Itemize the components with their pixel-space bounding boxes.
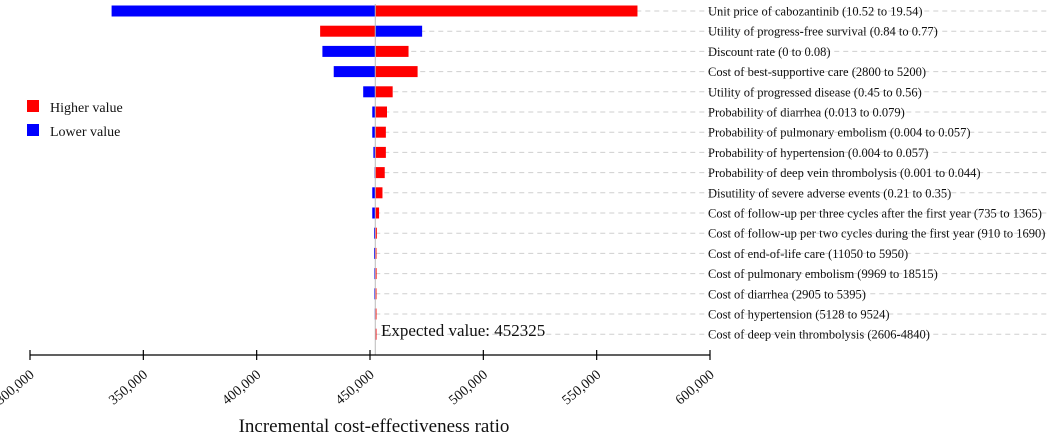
parameter-label: Cost of best-supportive care (2800 to 52… [708,65,926,79]
higher-value-bar [375,45,409,57]
higher-value-bar [375,268,377,280]
x-tick-label: 300,000 [0,368,38,409]
bars [111,5,638,340]
legend-lower-swatch [27,124,39,136]
lower-value-bar [363,86,376,98]
parameter-labels: Unit price of cabozantinib (10.52 to 19.… [708,5,1045,342]
parameter-label: Cost of pulmonary embolism (9969 to 1851… [708,267,938,281]
lower-value-bar [333,66,376,78]
lower-value-bar [375,25,423,37]
higher-value-bar [375,5,638,17]
legend: Higher value Lower value [27,100,123,140]
parameter-label: Unit price of cabozantinib (10.52 to 19.… [708,5,923,19]
higher-value-bar [375,146,386,158]
parameter-label: Cost of end-of-life care (11050 to 5950) [708,247,908,261]
legend-higher-label: Higher value [50,101,123,116]
parameter-label: Cost of follow-up per two cycles during … [708,227,1045,241]
higher-value-bar [375,126,386,138]
lower-value-bar [373,146,376,158]
higher-value-bar [375,187,383,199]
parameter-label: Cost of follow-up per three cycles after… [708,207,1042,221]
x-tick-label: 350,000 [106,368,150,409]
parameter-label: Probability of pulmonary embolism (0.004… [708,126,970,140]
higher-value-bar [375,328,377,340]
parameter-label: Cost of diarrhea (2905 to 5395) [708,287,866,301]
x-tick-label: 450,000 [333,368,377,409]
parameter-label: Cost of hypertension (5128 to 9524) [708,308,890,322]
lower-value-bar [372,187,376,199]
x-tick-label: 550,000 [560,368,604,409]
higher-value-bar [375,167,385,179]
lower-value-bar [372,106,376,118]
x-tick-label: 500,000 [446,368,490,409]
higher-value-bar [375,227,377,239]
lower-value-bar [372,207,376,219]
x-tick-label: 400,000 [220,368,264,409]
gridlines [375,10,1047,335]
higher-value-bar [375,106,387,118]
higher-value-bar [375,288,377,300]
parameter-label: Cost of deep vein thrombolysis (2606-484… [708,328,930,342]
higher-value-bar [375,247,377,259]
higher-value-bar [375,66,418,78]
higher-value-bar [375,207,380,219]
lower-value-bar [322,45,376,57]
x-axis-title: Incremental cost-effectiveness ratio [239,416,510,437]
legend-lower-label: Lower value [50,125,120,140]
parameter-label: Utility of progress-free survival (0.84 … [708,25,938,39]
higher-value-bar [375,308,377,320]
parameter-label: Probability of diarrhea (0.013 to 0.079) [708,106,905,120]
lower-value-bar [374,247,376,259]
parameter-label: Disutility of severe adverse events (0.2… [708,186,951,200]
higher-value-bar [320,25,376,37]
higher-value-bar [375,86,393,98]
parameter-label: Discount rate (0 to 0.08) [708,45,831,59]
legend-higher-swatch [27,100,39,112]
expected-value-label: Expected value: 452325 [381,321,545,340]
parameter-label: Probability of deep vein thrombolysis (0… [708,166,981,180]
x-tick-label: 600,000 [673,368,717,409]
lower-value-bar [374,227,376,239]
lower-value-bar [111,5,376,17]
parameter-label: Utility of progressed disease (0.45 to 0… [708,85,922,99]
parameter-label: Probability of hypertension (0.004 to 0.… [708,146,928,160]
lower-value-bar [372,126,376,138]
x-axis: 300,000 350,000 400,000 450,000 500,000 550,0… [0,350,718,408]
